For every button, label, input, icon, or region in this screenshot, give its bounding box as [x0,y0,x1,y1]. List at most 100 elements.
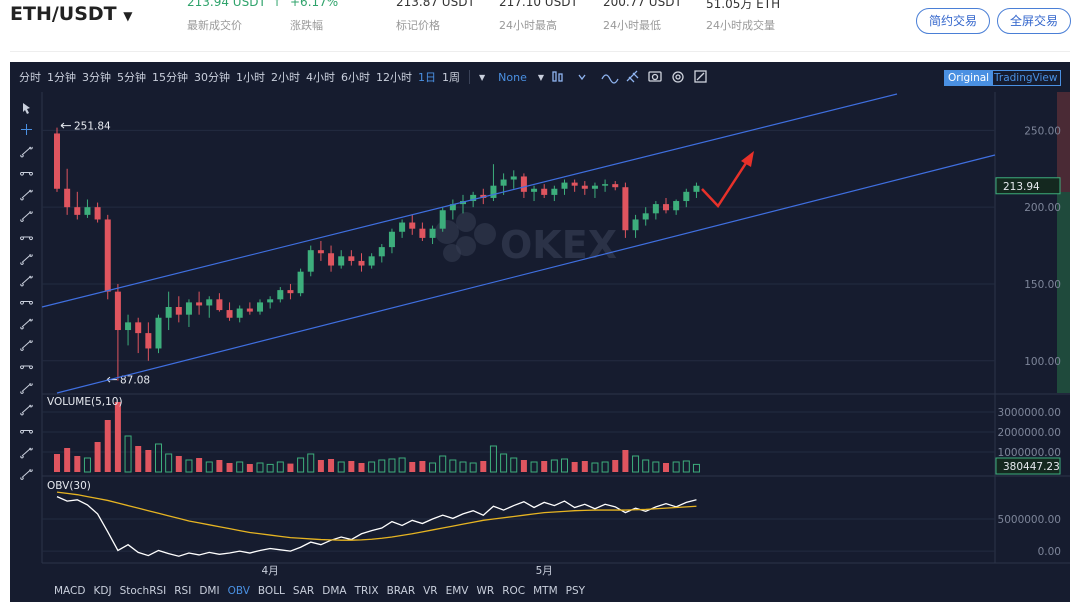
view-button[interactable]: TradingView [990,70,1062,86]
view-button[interactable]: Original [944,70,994,86]
candle-body [236,308,243,318]
interval[interactable]: 分时 [19,71,41,84]
volume-bar [135,446,142,472]
tool-icon [20,318,33,330]
fullscreen-button[interactable]: 全屏交易 [997,8,1071,34]
last-price-label: 最新成交价 [187,19,242,32]
tool-icon [21,124,32,135]
interval[interactable]: 15分钟 [152,71,188,84]
last-value-tag [995,177,1061,195]
indicator[interactable]: OBV [227,585,250,597]
volume-bar [378,459,386,473]
candle-body [602,184,609,186]
tool-icons[interactable] [547,67,717,87]
indicator[interactable]: DMA [322,585,347,597]
candle-body [135,322,142,334]
interval[interactable]: 1日 [418,71,436,84]
caret[interactable]: ▼ [479,72,486,82]
candle-body [267,299,274,303]
indicator[interactable]: MTM [533,585,558,597]
candle-body [470,194,477,202]
stat-value: 200.77 USDT [603,0,682,9]
interval[interactable]: 5分钟 [117,71,146,84]
indicator[interactable]: DMI [199,585,220,597]
volume-bar [612,460,619,472]
candle-body [510,176,517,180]
candle-body [165,307,172,318]
candle-body [74,207,81,215]
tool-icon [20,365,33,370]
symbol[interactable]: ETH/USDT ▼ [10,3,132,25]
indicator[interactable]: WR [476,585,495,597]
indicator[interactable]: EMV [445,585,469,597]
interval[interactable]: 1周 [442,71,460,84]
interval[interactable]: 6小时 [341,71,370,84]
volume-bar [591,462,599,473]
tool-icon [20,404,33,416]
indicator[interactable]: TRIX [354,585,379,597]
indicator[interactable]: PSY [565,585,586,597]
tool-icon [20,447,33,459]
indicator[interactable]: KDJ [93,585,112,597]
tool-icon [20,146,33,158]
stat-label: 24小时最低 [603,19,661,32]
axis-bg-red [1057,92,1070,192]
interval[interactable]: 1小时 [236,71,265,84]
indicator[interactable]: BRAR [386,585,416,597]
candle-body [307,250,314,272]
interval[interactable]: 3分钟 [82,71,111,84]
candle-body [226,310,233,318]
y-tick-label: 5000000.00 [998,514,1061,526]
interval[interactable]: 30分钟 [194,71,230,84]
simple-trade-button[interactable]: 简约交易 [916,8,990,34]
indicator[interactable]: StochRSI [119,585,167,597]
caret[interactable]: ▼ [537,72,545,82]
candle-body [581,185,588,189]
indicator[interactable]: MACD [54,585,86,597]
interval[interactable]: 1分钟 [47,71,76,84]
volume-bar [541,461,548,472]
candle-body [185,302,192,315]
y-tick-label: 150.00 [1024,279,1061,291]
style-select[interactable]: None [498,70,527,84]
tool-icon [20,236,33,241]
indicator[interactable]: ROC [502,585,526,597]
volume-bar [642,459,650,473]
caret[interactable]: ▼ [123,9,133,23]
candle-body [612,184,619,188]
volume-bar [622,450,629,472]
channel-line [41,93,898,308]
candle-body [297,271,304,294]
drawn-arrow [701,159,750,209]
indicator[interactable]: BOLL [257,585,285,597]
volume-bar [185,459,193,473]
interval[interactable]: 2小时 [271,71,300,84]
indicator[interactable]: SAR [292,585,315,597]
channel-line [56,154,996,394]
interval[interactable]: 12小时 [376,71,412,84]
volume-bar [287,463,294,472]
candle-body [104,219,111,292]
indicator[interactable]: VR [423,585,438,597]
y-tick-label: 2000000.00 [998,427,1061,439]
candle-body [287,290,294,294]
candle-body [277,290,284,300]
candle-body [490,185,497,198]
volume-bar [439,455,447,473]
annotation-arrow [60,122,71,129]
indicator-bar: MACD KDJ StochRSI RSI DMI OBV BOLL SAR DMA TRIX BR… [54,582,593,600]
tool-icon [20,340,33,351]
indicator[interactable]: RSI [174,585,192,597]
volume-bar [561,458,568,473]
symbol-text[interactable]: ETH/USDT [10,3,117,25]
up-arrow: ↑ [272,0,283,9]
volume-bar [581,461,588,472]
sep [469,70,470,84]
candle-body [439,210,446,229]
last-value-tag [995,457,1061,475]
volume-bar [104,420,111,472]
candle-body [520,176,527,192]
volume-bar [429,462,437,473]
interval[interactable]: 4小时 [306,71,335,84]
obv-line [56,496,697,557]
